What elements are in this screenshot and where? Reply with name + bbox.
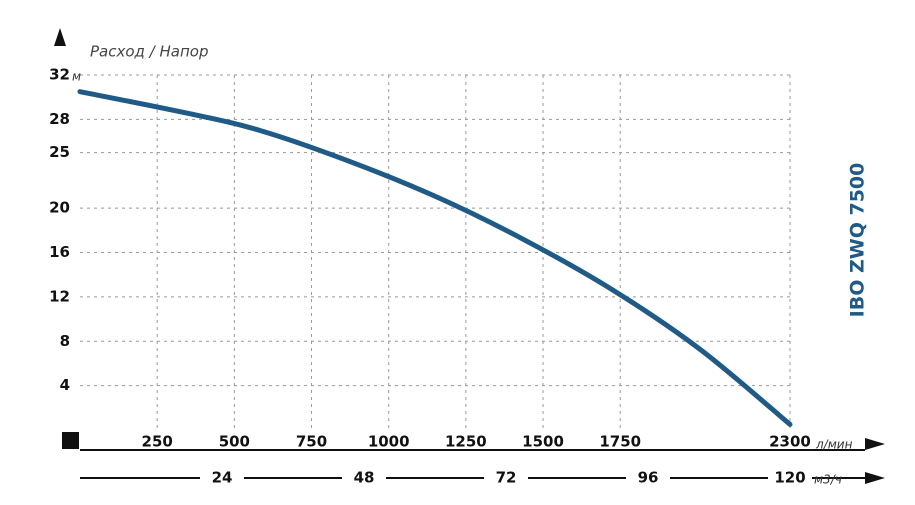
- x2-tick-bg: [768, 468, 812, 488]
- y-unit: м: [72, 70, 81, 84]
- x2-unit: м3/ч: [814, 473, 842, 487]
- x2-tick-label: 24: [212, 469, 233, 487]
- y-tick-label: 20: [49, 199, 70, 217]
- y-tick-label: 4: [60, 376, 70, 394]
- x2-tick-bg: [342, 468, 386, 488]
- y-tick-label: 8: [60, 332, 70, 350]
- origin-marker: [62, 432, 79, 449]
- y-tick-label: 12: [49, 287, 70, 305]
- x2-tick-bg: [484, 468, 528, 488]
- y-tick-label: 32: [49, 66, 70, 84]
- x-tick-label: 1750: [599, 433, 641, 451]
- x2-tick-bg: [626, 468, 670, 488]
- x-tick-label: 750: [296, 433, 327, 451]
- x-arrow: [865, 438, 885, 450]
- y-tick-label: 25: [49, 143, 70, 161]
- x-tick-label: 500: [219, 433, 250, 451]
- x2-arrow: [865, 472, 885, 484]
- y-tick-label: 16: [49, 243, 70, 261]
- y-tick-label: 28: [49, 110, 70, 128]
- x-tick-label: 2300: [769, 433, 811, 451]
- x2-tick-label: 96: [638, 469, 659, 487]
- x-tick-label: 250: [142, 433, 173, 451]
- chart-title: IBO ZWQ 7500: [847, 163, 869, 318]
- x-unit: л/мин: [815, 438, 853, 452]
- axis-label: Расход / Напор: [90, 43, 208, 61]
- x2-tick-label: 120: [774, 469, 805, 487]
- y-arrow: [54, 28, 66, 46]
- x2-tick-label: 48: [354, 469, 375, 487]
- x-tick-label: 1500: [522, 433, 564, 451]
- x2-tick-label: 72: [496, 469, 517, 487]
- x-tick-label: 1000: [368, 433, 410, 451]
- x2-tick-bg: [200, 468, 244, 488]
- x-tick-label: 1250: [445, 433, 487, 451]
- curve: [77, 89, 793, 427]
